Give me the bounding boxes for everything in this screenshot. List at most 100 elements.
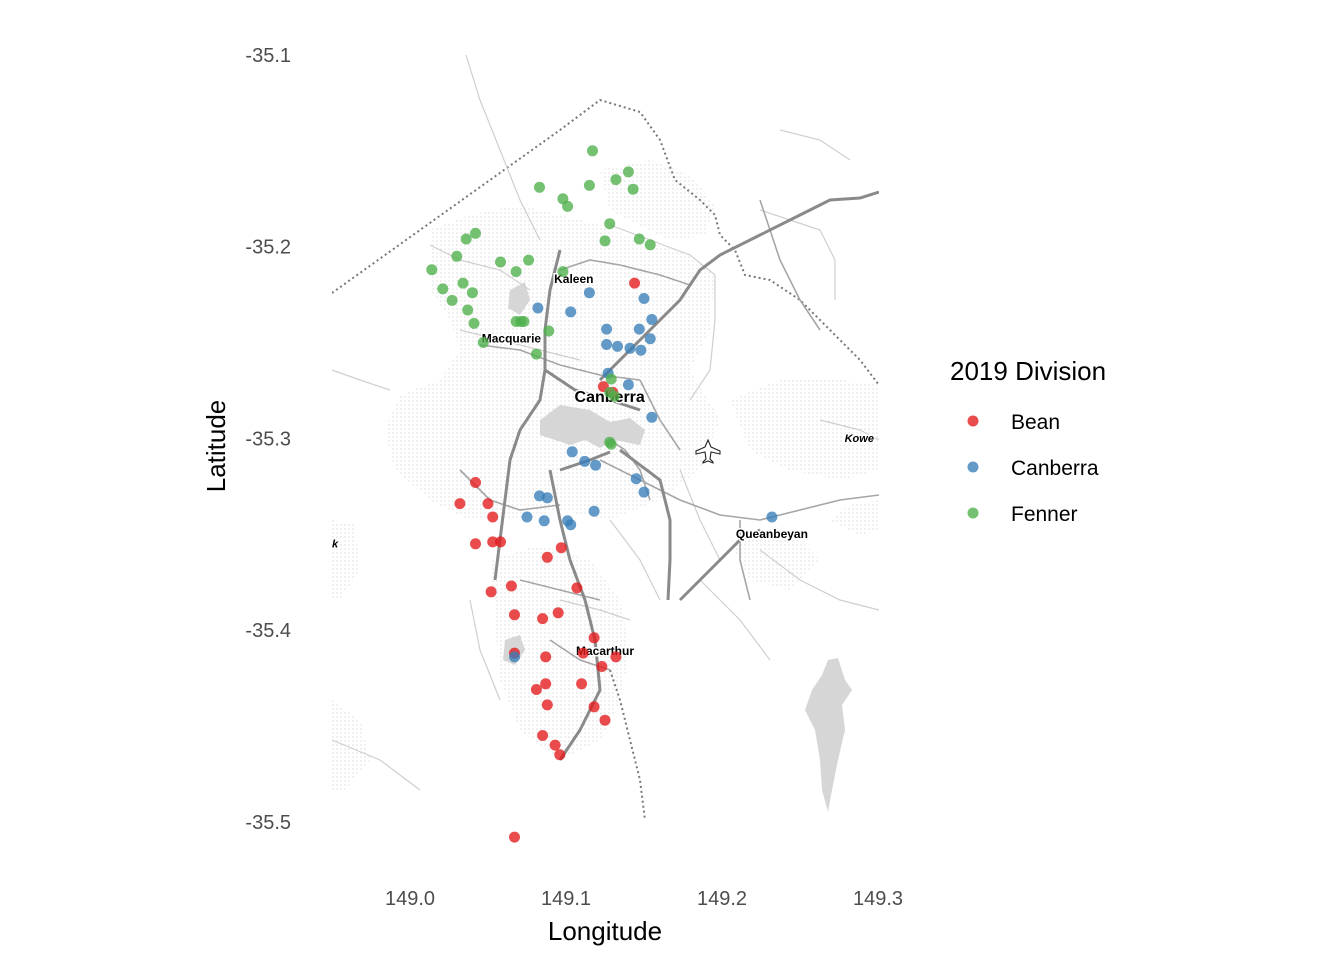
- point-fenner: [495, 256, 506, 268]
- point-canberra: [562, 515, 574, 527]
- y-tick-label: -35.1: [245, 45, 291, 67]
- point-bean: [482, 498, 494, 510]
- point-fenner: [608, 390, 620, 402]
- point-bean: [530, 684, 542, 695]
- point-fenner: [605, 373, 617, 385]
- point-fenner: [477, 337, 489, 348]
- place-label: Macquarie: [482, 332, 542, 346]
- point-fenner: [457, 277, 469, 289]
- point-bean: [509, 609, 520, 621]
- point-bean: [537, 613, 549, 625]
- point-fenner: [460, 233, 472, 245]
- point-bean: [554, 749, 566, 761]
- legend-key-canberra: [967, 461, 979, 473]
- basemap-tiles: [332, 55, 879, 820]
- y-axis-title: Latitude: [201, 400, 231, 493]
- point-fenner: [470, 227, 481, 239]
- territory-border: [332, 98, 879, 386]
- water-bodies: [503, 282, 852, 812]
- point-canberra: [532, 302, 544, 314]
- point-fenner: [437, 283, 449, 295]
- point-fenner: [530, 348, 542, 360]
- point-fenner: [557, 266, 569, 278]
- y-tick-label: -35.3: [245, 428, 291, 450]
- point-bean: [588, 701, 600, 713]
- point-canberra: [622, 379, 634, 391]
- point-fenner: [587, 145, 598, 157]
- legend-key-fenner: [967, 507, 979, 519]
- legend-label-canberra: Canberra: [1011, 457, 1099, 480]
- point-fenner: [451, 250, 463, 262]
- point-bean: [540, 651, 552, 663]
- y-axis-ticks: -35.1 -35.2 -35.3 -35.4 -35.5: [245, 45, 291, 834]
- legend-title: 2019 Division: [950, 356, 1106, 386]
- x-axis-ticks: 149.0 149.1 149.2 149.3: [385, 888, 903, 910]
- x-tick-label: 149.0: [385, 888, 435, 910]
- point-canberra: [646, 314, 658, 325]
- point-canberra: [635, 344, 647, 356]
- point-bean: [629, 277, 641, 289]
- point-bean: [549, 739, 561, 751]
- point-bean: [537, 730, 549, 741]
- point-bean: [555, 542, 567, 554]
- point-bean: [596, 661, 608, 672]
- x-tick-label: 149.2: [697, 888, 747, 910]
- legend-key-bean: [967, 415, 979, 427]
- territory-border-south: [609, 669, 646, 820]
- point-canberra: [644, 333, 656, 345]
- point-bean: [487, 536, 499, 548]
- point-canberra: [565, 306, 577, 318]
- point-canberra: [638, 293, 650, 304]
- point-bean: [485, 586, 497, 598]
- legend-label-bean: Bean: [1011, 411, 1060, 434]
- point-bean: [577, 647, 589, 659]
- point-bean: [509, 831, 520, 843]
- point-fenner: [510, 266, 522, 278]
- point-fenner: [462, 304, 474, 316]
- point-canberra: [766, 511, 778, 523]
- point-canberra: [633, 323, 645, 335]
- point-bean: [588, 632, 600, 644]
- point-canberra: [583, 287, 595, 299]
- point-bean: [470, 538, 481, 550]
- point-canberra: [630, 473, 642, 485]
- point-bean: [610, 651, 622, 663]
- y-tick-label: -35.5: [245, 812, 291, 834]
- point-bean: [541, 551, 553, 563]
- x-tick-label: 149.3: [853, 888, 903, 910]
- point-canberra: [541, 492, 553, 504]
- data-points: [426, 145, 778, 843]
- point-canberra: [601, 339, 613, 350]
- point-bean: [540, 678, 552, 690]
- y-tick-label: -35.4: [245, 620, 291, 642]
- point-canberra: [538, 515, 550, 527]
- point-canberra: [590, 459, 602, 471]
- point-fenner: [468, 317, 480, 329]
- legend-label-fenner: Fenner: [1011, 503, 1078, 526]
- point-fenner: [534, 181, 545, 193]
- point-bean: [505, 580, 517, 592]
- point-fenner: [644, 239, 656, 251]
- point-bean: [495, 536, 506, 548]
- point-bean: [454, 498, 466, 510]
- minor-roads: [332, 55, 879, 791]
- legend: 2019 Division Bean Canberra Fenner: [950, 356, 1106, 526]
- point-fenner: [599, 235, 611, 247]
- point-bean: [541, 699, 553, 711]
- point-bean: [552, 607, 564, 619]
- point-fenner: [633, 233, 645, 245]
- point-canberra: [588, 505, 600, 517]
- point-canberra: [612, 340, 623, 352]
- point-canberra: [566, 446, 578, 458]
- point-fenner: [605, 438, 617, 450]
- point-bean: [470, 477, 481, 488]
- point-canberra: [601, 323, 613, 335]
- point-canberra: [509, 651, 520, 663]
- point-fenner: [446, 294, 458, 306]
- point-bean: [599, 714, 611, 726]
- airport-icon: [695, 438, 721, 464]
- point-canberra: [638, 486, 650, 498]
- point-canberra: [521, 511, 533, 523]
- point-canberra: [624, 342, 636, 354]
- point-fenner: [622, 166, 634, 178]
